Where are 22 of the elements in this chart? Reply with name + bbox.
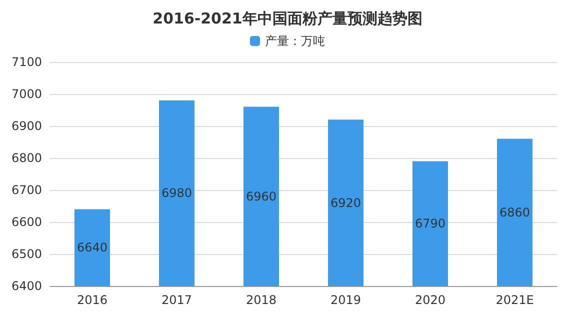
- data-label: 6960: [246, 189, 277, 204]
- x-tick-label: 2021E: [496, 293, 534, 307]
- x-tick-label: 2020: [414, 293, 446, 307]
- data-label: 6790: [414, 216, 446, 231]
- chart-title: 2016-2021年中国面粉产量预测趋势图: [152, 10, 422, 28]
- data-label: 6860: [499, 205, 530, 220]
- y-tick-label: 6700: [11, 183, 42, 197]
- data-label: 6920: [330, 196, 362, 210]
- y-tick-label: 7000: [11, 87, 42, 101]
- x-tick-label: 2016: [76, 293, 108, 307]
- y-tick-label: 7100: [11, 55, 42, 69]
- data-label: 6980: [161, 186, 192, 200]
- x-tick-label: 2019: [330, 293, 362, 307]
- x-tick-label: 2017: [161, 293, 192, 307]
- y-tick-label: 6900: [11, 119, 42, 133]
- data-label: 6640: [76, 240, 108, 255]
- x-tick-label: 2018: [246, 293, 277, 307]
- y-tick-label: 6400: [11, 279, 42, 293]
- legend-label: 产量：万吨: [265, 34, 325, 48]
- y-tick-label: 6600: [11, 215, 42, 229]
- y-tick-label: 6800: [11, 151, 42, 165]
- y-tick-label: 6500: [11, 247, 42, 261]
